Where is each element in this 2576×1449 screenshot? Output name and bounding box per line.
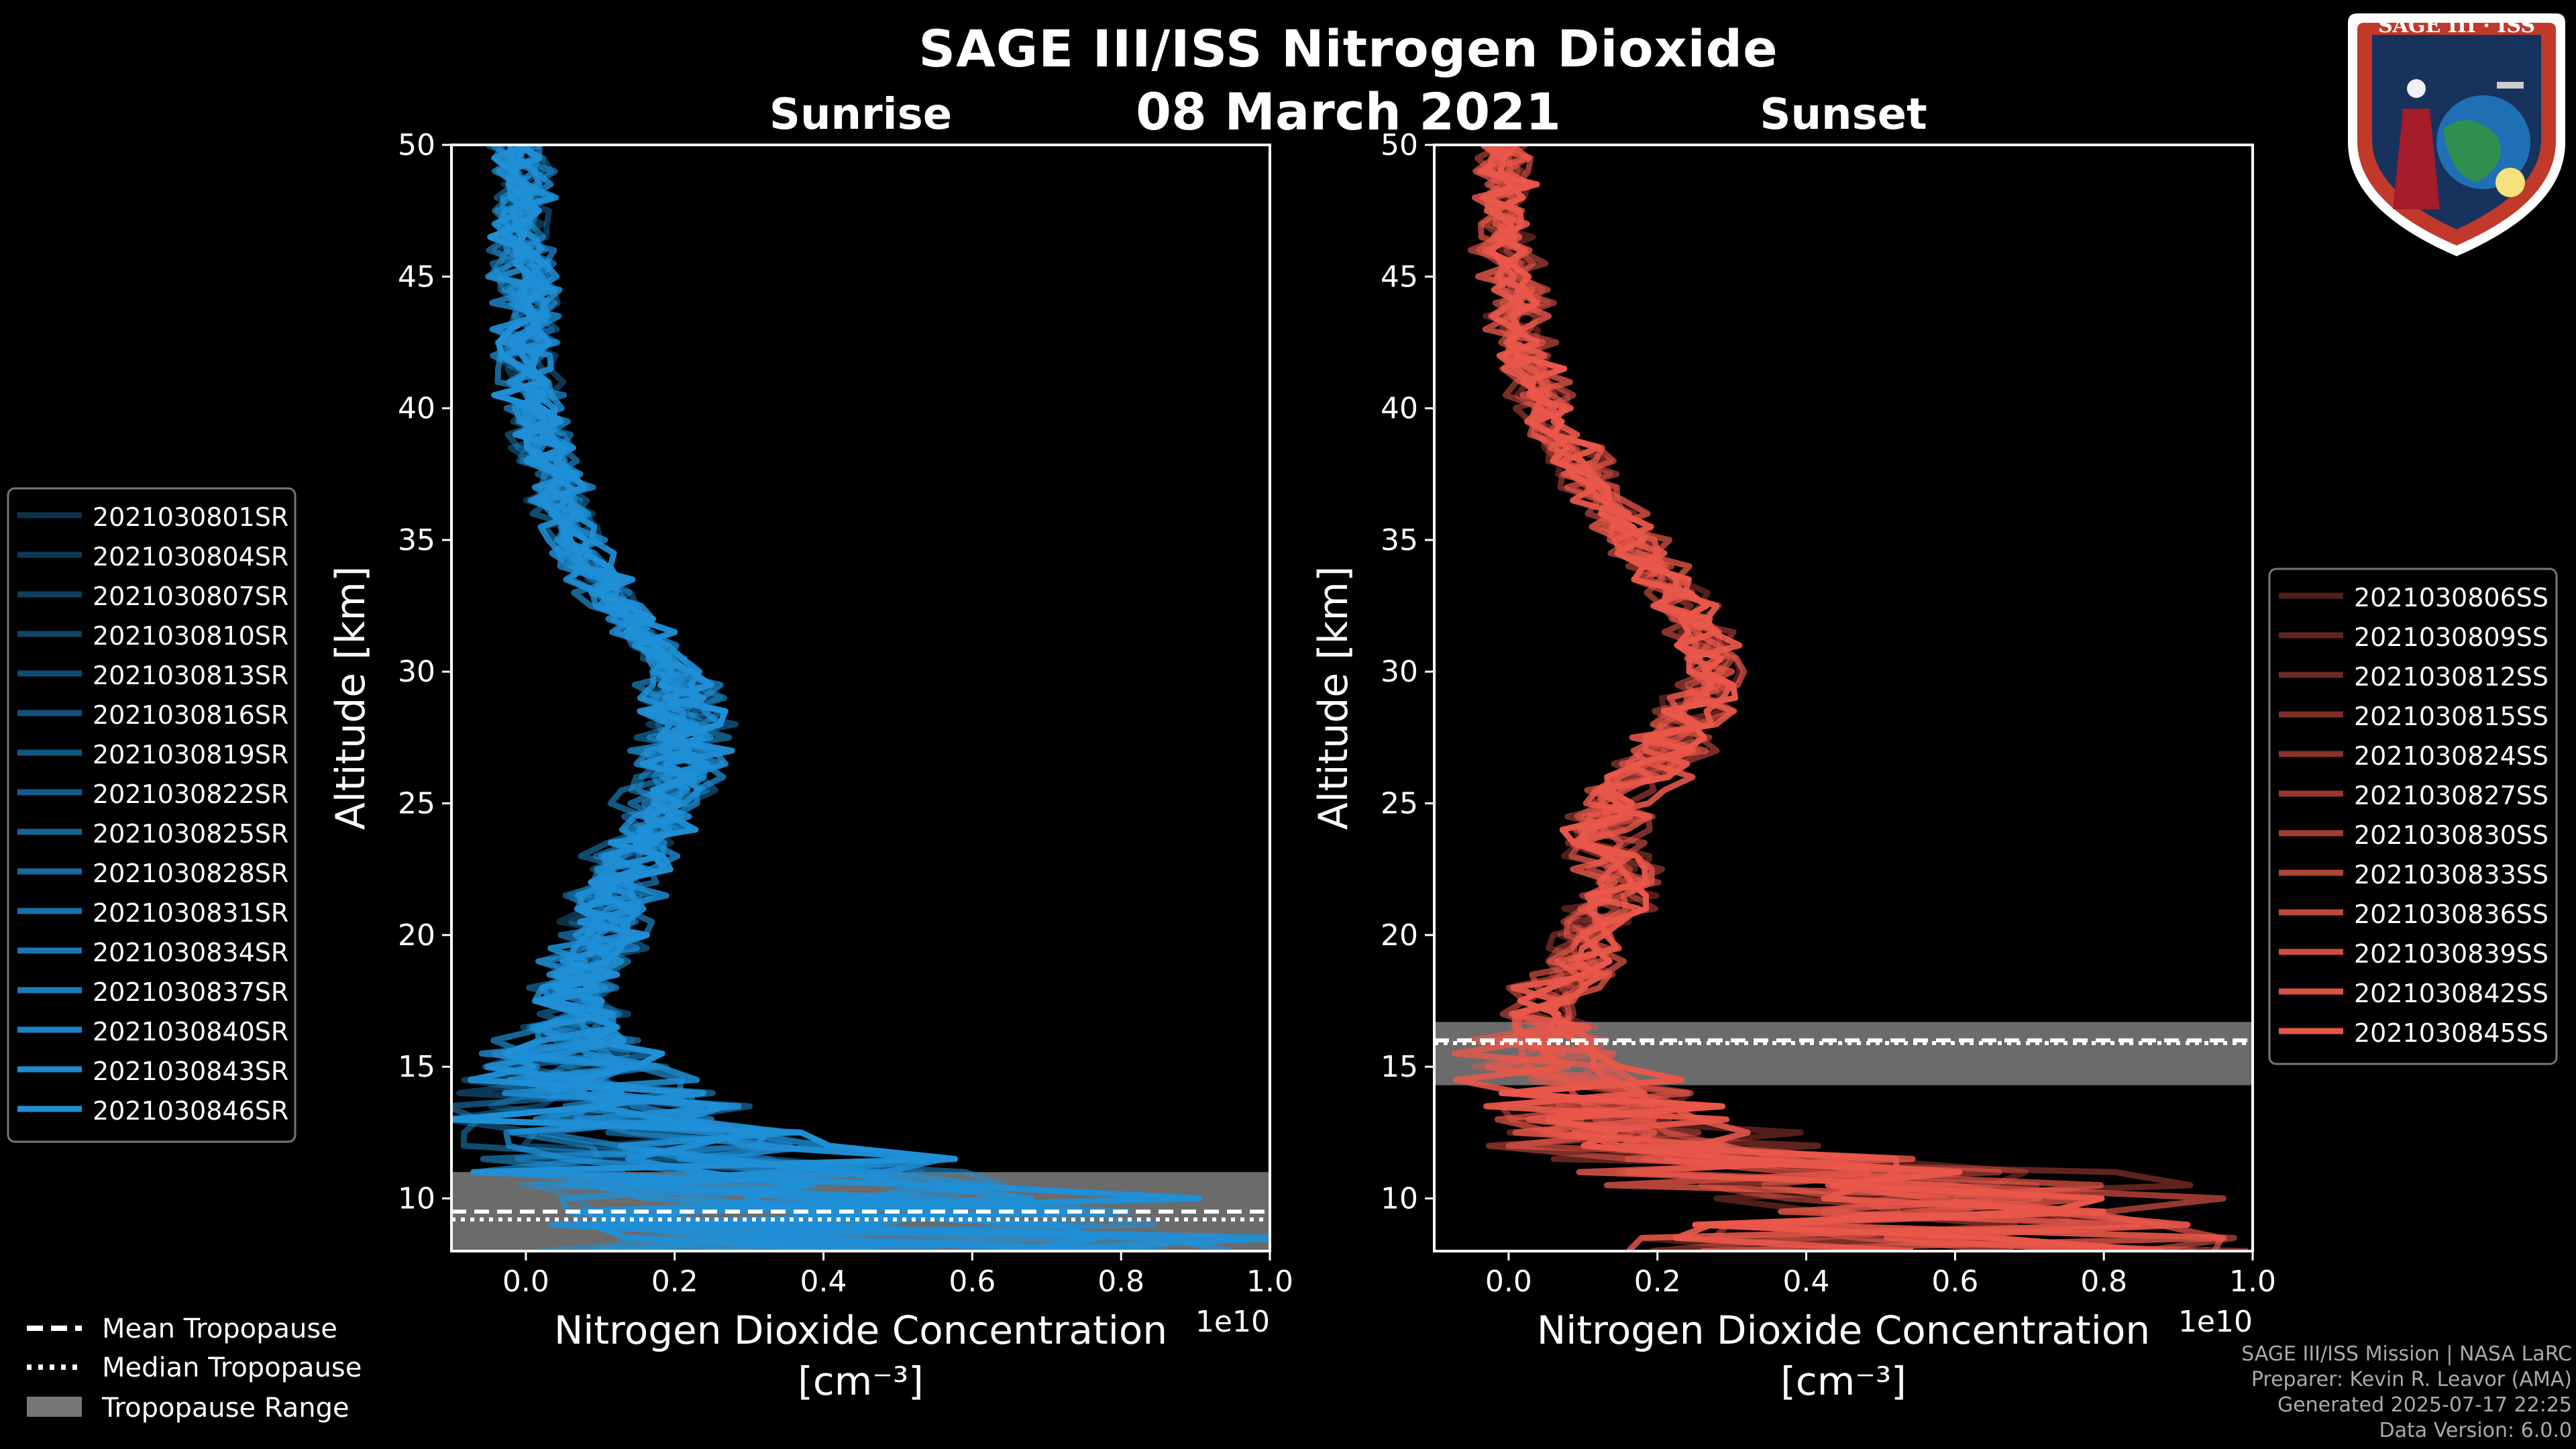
y-tick-label: 40 (1381, 392, 1418, 426)
logo-text: SAGE III · ISS (2378, 14, 2535, 38)
legend-entry-label: 2021030843SR (93, 1057, 288, 1086)
footer-data-version: Data Version: 6.0.0 (2379, 1419, 2572, 1442)
profile-line (451, 145, 1203, 1251)
sunrise-panel: 0.0 0.2 0.4 0.6 0.8 1.0 10 15 20 25 30 35 40 45 50 Sunr… (327, 90, 1293, 1404)
legend-entry-label: 2021030806SS (2354, 583, 2548, 612)
x-tick-label: 1.0 (2229, 1265, 2276, 1299)
y-tick-label: 40 (398, 392, 435, 426)
y-axis-label: Altitude [km] (327, 566, 374, 830)
y-tick-label: 35 (1381, 523, 1418, 557)
legend-entry-label: 2021030846SR (93, 1096, 288, 1126)
profile-line (1472, 145, 2227, 1251)
y-tick-label: 50 (1381, 128, 1418, 162)
legend-entry-label: 2021030827SS (2354, 781, 2548, 810)
sunrise-legend: 2021030801SR 2021030804SR 2021030807SR 2021… (7, 487, 297, 1143)
y-tick-label: 35 (398, 523, 435, 557)
profile-line (500, 145, 1087, 1251)
legend-entry-label: 2021030809SS (2354, 623, 2548, 652)
x-tick-label: 0.2 (1634, 1265, 1681, 1299)
plot-area (1434, 145, 2253, 1251)
x-tick-label: 0.2 (651, 1265, 698, 1299)
x-tick-label: 0.0 (1485, 1265, 1532, 1299)
footer-credits: SAGE III/ISS Mission | NASA LaRC Prepare… (2241, 1342, 2572, 1444)
sunset-legend: 2021030806SS 2021030809SS 2021030812SS 2021… (2268, 568, 2558, 1065)
panel-title: Sunrise (769, 90, 952, 140)
x-tick-label: 0.6 (1931, 1265, 1978, 1299)
x-tick-label: 0.0 (502, 1265, 549, 1299)
x-tick-label: 0.8 (2080, 1265, 2127, 1299)
legend-entry-label: 2021030831SR (93, 898, 288, 928)
legend-entry-label: 2021030836SS (2354, 900, 2548, 929)
legend-entry-label: 2021030828SR (93, 859, 288, 888)
y-tick-label: 45 (1381, 260, 1418, 294)
legend-entry-label: 2021030801SR (93, 502, 288, 532)
x-tick-label: 0.4 (800, 1265, 847, 1299)
y-tick-label: 45 (398, 260, 435, 294)
chart-date: 08 March 2021 (1136, 82, 1561, 142)
x-axis-unit: [cm⁻³] (798, 1358, 924, 1404)
mean-tropopause-label: Mean Tropopause (102, 1313, 337, 1344)
x-tick-label: 1.0 (1246, 1265, 1293, 1299)
legend-entry-label: 2021030819SR (93, 740, 288, 769)
y-axis-label: Altitude [km] (1310, 566, 1357, 830)
y-tick-label: 25 (1381, 787, 1418, 821)
y-tick-label: 10 (398, 1181, 435, 1216)
chart-title: SAGE III/ISS Nitrogen Dioxide (918, 19, 1778, 78)
legend-entry-label: 2021030825SR (93, 819, 288, 849)
legend-entry-label: 2021030804SR (93, 542, 288, 572)
profile-line (1480, 145, 2190, 1251)
tropopause-range-label: Tropopause Range (101, 1393, 350, 1424)
y-tick-label: 30 (1381, 655, 1418, 689)
x-axis-label: Nitrogen Dioxide Concentration (554, 1307, 1167, 1353)
legend-entry-label: 2021030834SR (93, 938, 288, 967)
plot-area (451, 145, 1270, 1251)
y-tick-label: 30 (398, 655, 435, 689)
legend-entry-label: 2021030824SS (2354, 741, 2548, 771)
profile-line (1485, 145, 2163, 1251)
y-tick-label: 10 (1381, 1181, 1418, 1216)
legend-entry-label: 2021030845SS (2354, 1018, 2548, 1048)
footer-generated: Generated 2025-07-17 22:25 (2277, 1393, 2572, 1417)
y-tick-label: 20 (398, 918, 435, 953)
x-tick-label: 0.8 (1097, 1265, 1144, 1299)
legend-entry-label: 2021030822SR (93, 780, 288, 809)
legend-entry-label: 2021030812SS (2354, 662, 2548, 692)
legend-box (7, 487, 297, 1143)
legend-entry-label: 2021030837SR (93, 977, 288, 1007)
footer-preparer: Preparer: Kevin R. Leavor (AMA) (2251, 1368, 2572, 1391)
legend-entry-label: 2021030813SR (93, 661, 288, 690)
x-tick-label: 0.6 (949, 1265, 996, 1299)
median-tropopause-label: Median Tropopause (102, 1352, 362, 1383)
x-scale-label: 1e10 (2178, 1305, 2253, 1339)
x-tick-label: 0.4 (1783, 1265, 1830, 1299)
tropopause-legend: Mean Tropopause Median Tropopause Tropopau… (27, 1313, 362, 1424)
legend-box (2268, 568, 2558, 1065)
legend-entry-label: 2021030807SR (93, 582, 288, 611)
y-tick-label: 50 (398, 128, 435, 162)
y-tick-label: 15 (398, 1050, 435, 1084)
legend-entry-label: 2021030839SS (2354, 939, 2548, 969)
plot-frame (1433, 144, 2254, 1252)
legend-entry-label: 2021030815SS (2354, 702, 2548, 731)
y-tick-label: 15 (1381, 1050, 1418, 1084)
x-axis-label: Nitrogen Dioxide Concentration (1537, 1307, 2150, 1353)
legend-entry-label: 2021030840SR (93, 1017, 288, 1046)
panel-title: Sunset (1760, 90, 1927, 140)
sunset-panel: 0.0 0.2 0.4 0.6 0.8 1.0 10 15 20 25 30 35 40 45 50 Suns… (1310, 90, 2276, 1404)
x-axis-unit: [cm⁻³] (1780, 1358, 1907, 1404)
tropopause-range-swatch (27, 1397, 82, 1417)
profile-line (468, 145, 1099, 1251)
footer-mission: SAGE III/ISS Mission | NASA LaRC (2241, 1342, 2572, 1366)
legend-entry-label: 2021030810SR (93, 621, 288, 651)
legend-entry-label: 2021030833SS (2354, 860, 2548, 890)
plot-frame (450, 144, 1271, 1252)
y-tick-label: 25 (398, 787, 435, 821)
sage-iii-iss-logo-icon: SAGE III · ISS (2348, 13, 2565, 256)
x-scale-label: 1e10 (1195, 1305, 1270, 1339)
legend-entry-label: 2021030816SR (93, 700, 288, 730)
legend-entry-label: 2021030830SS (2354, 820, 2548, 850)
y-tick-label: 20 (1381, 918, 1418, 953)
legend-entry-label: 2021030842SS (2354, 979, 2548, 1008)
